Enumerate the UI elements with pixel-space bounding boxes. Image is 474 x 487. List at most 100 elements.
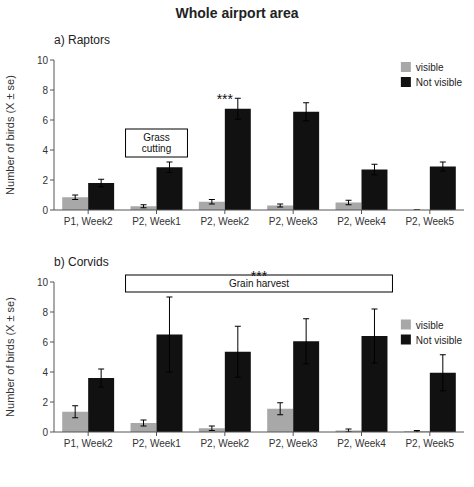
error-bar	[277, 204, 283, 207]
y-tick	[50, 282, 54, 283]
error-bar	[440, 162, 446, 171]
panel-title: b) Corvids	[54, 255, 109, 269]
y-tick-label: 0	[42, 427, 48, 438]
x-tick	[224, 432, 225, 436]
legend-label: Not visible	[416, 335, 463, 346]
marks	[62, 297, 456, 432]
legend-swatch	[401, 77, 411, 87]
y-tick	[50, 180, 54, 181]
x-tick	[429, 210, 430, 214]
x-tick-label: P2, Week1	[132, 216, 181, 227]
x-tick-label: P1, Week2	[64, 438, 113, 449]
error-bar	[166, 162, 172, 173]
y-tick-label: 6	[42, 115, 48, 126]
x-tick	[429, 432, 430, 436]
chart-title: Whole airport area	[176, 5, 299, 21]
bar	[430, 167, 456, 211]
y-tick-label: 10	[37, 277, 49, 288]
y-tick-label: 2	[42, 397, 48, 408]
x-tick	[156, 210, 157, 214]
annotation: Grasscutting	[142, 132, 171, 154]
error-bar	[303, 319, 309, 364]
x-tick-label: P2, Week1	[132, 438, 181, 449]
error-bar	[371, 309, 377, 363]
x-tick	[293, 432, 294, 436]
error-bar	[209, 426, 215, 431]
y-tick	[50, 120, 54, 121]
x-tick-label: P2, Week3	[269, 216, 318, 227]
y-tick	[50, 60, 54, 61]
y-tick-label: 0	[42, 205, 48, 216]
background	[0, 0, 474, 487]
y-tick-label: 4	[42, 367, 48, 378]
marks	[62, 98, 456, 210]
error-bar	[141, 420, 147, 426]
error-bar	[72, 406, 78, 418]
bar	[157, 167, 183, 210]
y-tick-label: 6	[42, 337, 48, 348]
y-tick	[50, 312, 54, 313]
error-bar	[235, 326, 241, 377]
x-tick-label: P2, Week4	[337, 438, 386, 449]
x-tick-label: P2, Week5	[405, 438, 454, 449]
x-tick	[361, 432, 362, 436]
y-tick-label: 8	[42, 85, 48, 96]
error-bar	[235, 98, 241, 119]
error-bar	[98, 179, 104, 187]
x-axis-line	[54, 210, 464, 211]
error-bar	[166, 297, 172, 372]
y-tick	[50, 432, 54, 433]
y-tick	[50, 372, 54, 373]
error-bar	[72, 195, 78, 200]
panel: b) Corvids 0 2 4 6 8 10 Number of birds (X ± se…	[4, 255, 464, 449]
error-bar	[277, 403, 283, 415]
y-tick	[50, 210, 54, 211]
x-tick	[361, 210, 362, 214]
x-tick-label: P2, Week4	[337, 216, 386, 227]
legend-label: visible	[416, 320, 444, 331]
x-axis-line	[54, 432, 464, 433]
bar	[225, 109, 251, 210]
annotation-line: Grass	[143, 132, 170, 143]
annotation: ***	[217, 91, 234, 107]
x-tick	[224, 210, 225, 214]
annotation-line: cutting	[142, 143, 171, 154]
error-bar	[98, 369, 104, 387]
y-axis-label: Number of birds (X ± se)	[4, 297, 16, 417]
x-tick-label: P2, Week2	[200, 438, 249, 449]
error-bar	[303, 103, 309, 121]
error-bar	[440, 355, 446, 391]
chart-root: Whole airport area a) Raptors 0 2 4 6 8 10 Numbe…	[0, 0, 474, 487]
y-tick-label: 4	[42, 145, 48, 156]
x-tick-label: P2, Week3	[269, 438, 318, 449]
error-bar	[346, 200, 352, 205]
x-tick	[293, 210, 294, 214]
y-tick-label: 2	[42, 175, 48, 186]
x-tick-label: P2, Week2	[200, 216, 249, 227]
legend-label: visible	[416, 62, 444, 73]
panel: a) Raptors 0 2 4 6 8 10 Number of birds (X ± se…	[4, 33, 464, 227]
y-tick	[50, 402, 54, 403]
x-tick	[88, 210, 89, 214]
legend-swatch	[401, 320, 411, 330]
legend-swatch	[401, 62, 411, 72]
x-tick-label: P1, Week2	[64, 216, 113, 227]
y-tick	[50, 342, 54, 343]
x-tick-label: P2, Week5	[405, 216, 454, 227]
x-tick	[88, 432, 89, 436]
error-bar	[209, 200, 215, 205]
y-axis-label: Number of birds (X ± se)	[4, 75, 16, 195]
y-tick	[50, 90, 54, 91]
x-tick	[156, 432, 157, 436]
panel-title: a) Raptors	[54, 33, 110, 47]
y-tick-label: 8	[42, 307, 48, 318]
legend: visible Not visible	[401, 320, 463, 346]
y-axis-line	[54, 60, 55, 210]
y-tick-label: 10	[37, 55, 49, 66]
annotation: ***	[251, 268, 268, 284]
bar	[293, 112, 319, 210]
error-bar	[371, 164, 377, 175]
legend-label: Not visible	[416, 77, 463, 88]
legend-swatch	[401, 335, 411, 345]
y-tick	[50, 150, 54, 151]
